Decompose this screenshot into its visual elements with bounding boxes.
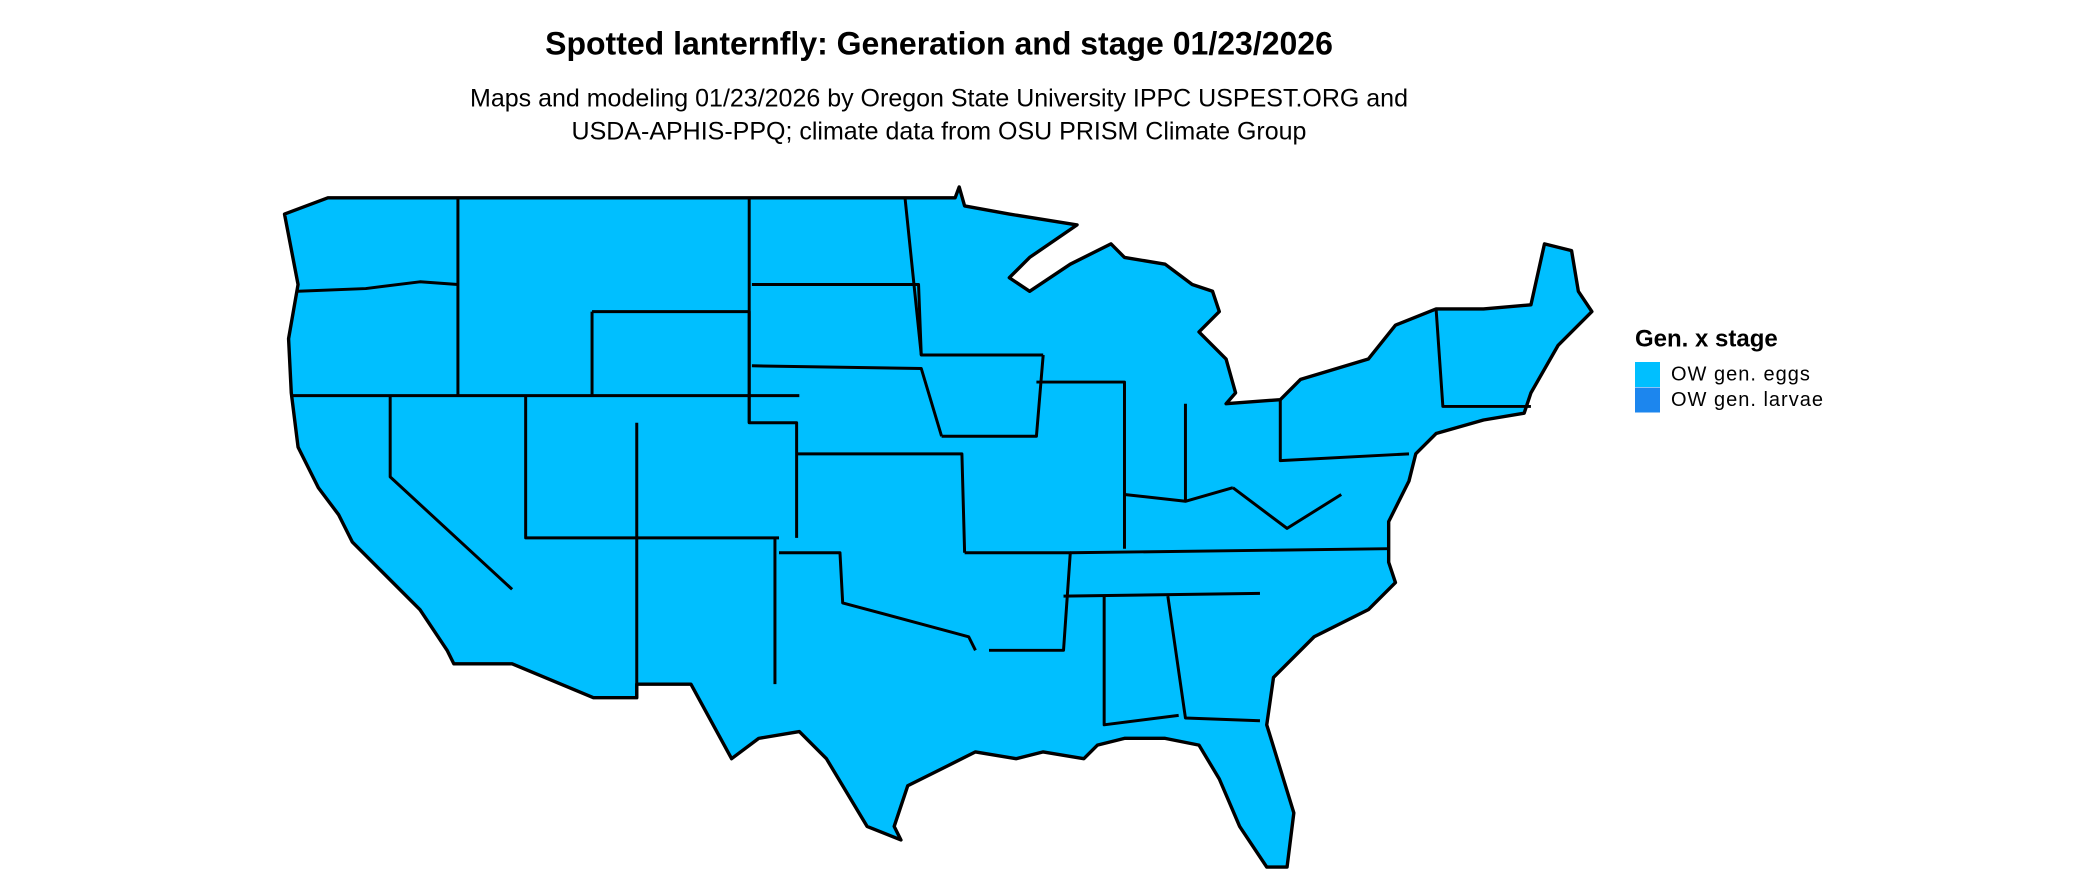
state-borders [291,197,1531,727]
legend-label: OW gen. eggs [1671,363,1811,385]
legend-swatch [1635,387,1660,413]
us-map [282,185,1594,869]
map-subtitle: Maps and modeling 01/23/2026 by Oregon S… [470,85,1408,113]
legend-label: OW gen. larvae [1671,389,1824,411]
map-subtitle: USDA-APHIS-PPQ; climate data from OSU PR… [572,118,1307,146]
legend: OW gen. eggs OW gen. larvae [1635,362,1824,413]
us-outline [282,185,1594,869]
legend-swatch [1635,362,1660,387]
map-title: Spotted lanternfly: Generation and stage… [545,25,1333,61]
legend-title: Gen. x stage [1635,325,1778,352]
